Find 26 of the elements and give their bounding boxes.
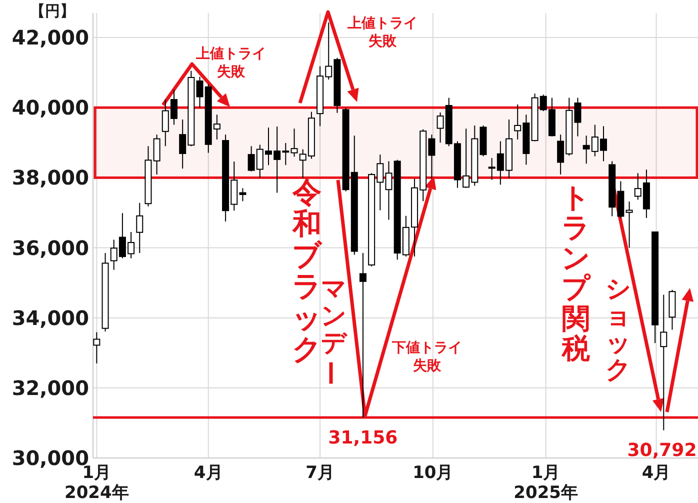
annotation: 上値トライ失敗 [346,15,418,50]
y-tick-label: 32,000 [12,376,89,400]
candlestick [290,128,298,158]
annotation: 31,156 [328,427,398,448]
y-tick-label: 40,000 [12,96,89,120]
x-tick-label: 7月 [306,463,334,483]
candlestick [626,201,633,248]
x-tick-label: 10月 [412,463,454,483]
candlestick [359,252,366,418]
x-tick-label: 1月 2025年 [514,463,578,503]
y-tick-label: 38,000 [12,166,89,190]
annotation: ショック [606,274,632,384]
y-tick-label: 42,000 [12,26,89,50]
x-tick-label: 4月 [194,463,223,483]
candlestick [153,134,160,176]
x-tick-label: 4月 [642,463,671,483]
y-tick-label: 34,000 [12,306,89,330]
annotation: 30,792 [627,440,697,462]
annotation: 下値トライ失敗 [391,340,462,374]
annotation: 上値トライ失敗 [195,46,266,80]
candlestick [93,332,100,364]
y-axis-title: 【円】 [30,2,75,20]
candlestick [660,294,668,431]
y-tick-label: 36,000 [12,236,89,260]
candlestick [136,202,144,254]
annotation: トランプ関税 [561,180,592,365]
